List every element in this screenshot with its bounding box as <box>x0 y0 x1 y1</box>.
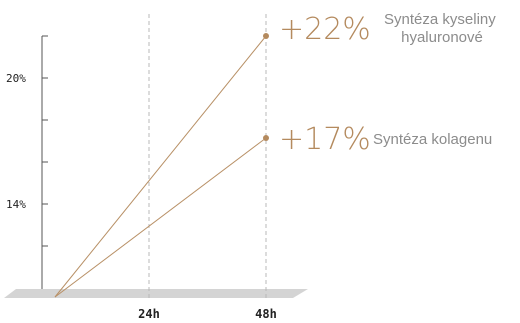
baseline-band <box>4 289 308 298</box>
series-line-hyaluronic-acid <box>54 35 267 298</box>
y-tick-label-14: 14% <box>6 198 26 211</box>
series-point-collagen <box>263 135 269 141</box>
series-name-hyaluronic-acid: Syntéza kyseliny hyaluronové <box>384 11 500 46</box>
y-tick-label-20: 20% <box>6 72 26 85</box>
y-axis-ticks <box>42 35 48 247</box>
series-name-line-2: hyaluronové <box>401 29 483 46</box>
series-line-collagen <box>54 137 267 298</box>
series-point-hyaluronic-acid <box>263 33 269 39</box>
series-name-line-1: Syntéza kyseliny <box>384 11 496 28</box>
x-tick-label-48h: 48h <box>255 307 277 321</box>
x-tick-label-24h: 24h <box>138 307 160 321</box>
series-name-collagen: Syntéza kolagenu <box>373 131 492 148</box>
series-value-label-hyaluronic-acid: +22% <box>279 12 371 47</box>
series-value-label-collagen: +17% <box>279 122 371 157</box>
